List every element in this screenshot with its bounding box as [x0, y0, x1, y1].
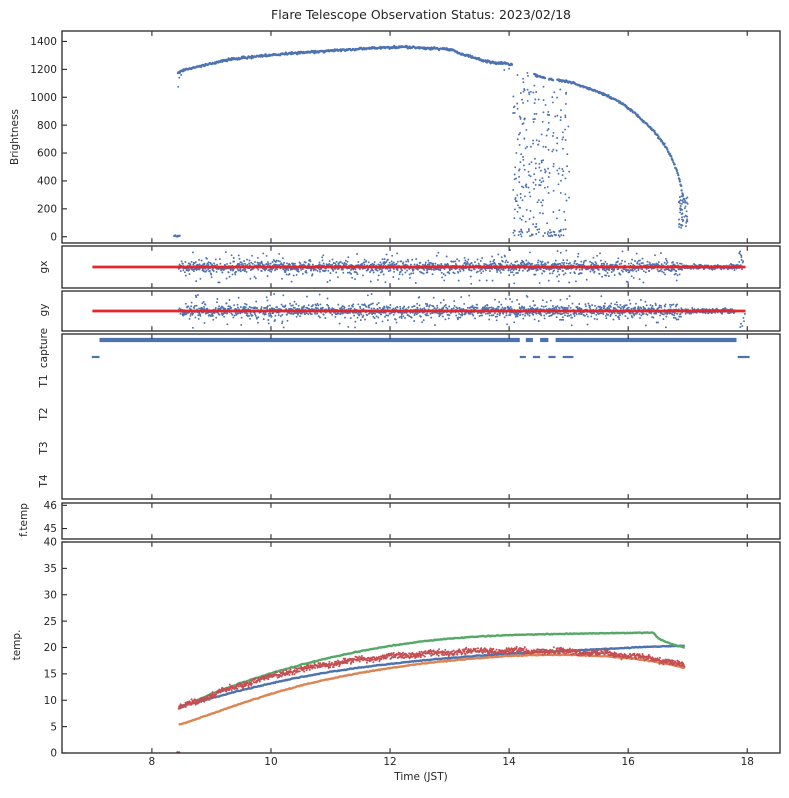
svg-text:14: 14 [502, 756, 516, 768]
svg-text:25: 25 [44, 616, 57, 628]
t3-label: T3 [38, 441, 50, 455]
svg-text:15: 15 [44, 669, 57, 681]
svg-text:200: 200 [37, 204, 57, 216]
axes-frames: 0 200 400 600 800 1000 1200 1400 45 46 0 5 10 15 20 25 3… [30, 30, 781, 768]
svg-text:1400: 1400 [30, 36, 57, 48]
svg-text:0: 0 [50, 748, 57, 760]
svg-text:5: 5 [50, 721, 57, 733]
brightness-ylabel: Brightness [9, 109, 21, 165]
svg-text:18: 18 [741, 756, 754, 768]
t1-label: T1 [38, 374, 50, 388]
svg-text:30: 30 [44, 589, 57, 601]
svg-text:1000: 1000 [30, 92, 57, 104]
gy-scatter [92, 293, 746, 329]
svg-text:10: 10 [44, 695, 57, 707]
figure-title: Flare Telescope Observation Status: 2023… [271, 7, 571, 22]
capture-ylabel: capture [38, 327, 50, 369]
svg-text:45: 45 [44, 523, 57, 535]
svg-text:35: 35 [44, 563, 57, 575]
ftemp-ylabel: f.temp [18, 503, 30, 537]
x-axis-label: Time (JST) [394, 771, 448, 783]
brightness-scatter [173, 44, 689, 238]
svg-text:40: 40 [44, 537, 57, 549]
svg-text:8: 8 [149, 756, 156, 768]
svg-text:10: 10 [264, 756, 277, 768]
temp-ylabel: temp. [11, 629, 23, 661]
svg-text:12: 12 [383, 756, 396, 768]
svg-text:0: 0 [50, 231, 57, 243]
svg-text:16: 16 [621, 756, 635, 768]
svg-text:800: 800 [37, 120, 57, 132]
svg-text:20: 20 [44, 642, 57, 654]
svg-text:1200: 1200 [30, 64, 57, 76]
gy-ylabel: gy [38, 303, 50, 317]
gx-scatter [92, 249, 746, 285]
gx-ylabel: gx [38, 260, 50, 274]
svg-text:400: 400 [37, 176, 57, 188]
capture-status [91, 337, 750, 359]
t4-label: T4 [38, 474, 50, 488]
t2-label: T2 [38, 407, 50, 421]
svg-text:600: 600 [37, 148, 57, 160]
svg-text:46: 46 [44, 500, 58, 512]
temp-lines [176, 631, 686, 754]
